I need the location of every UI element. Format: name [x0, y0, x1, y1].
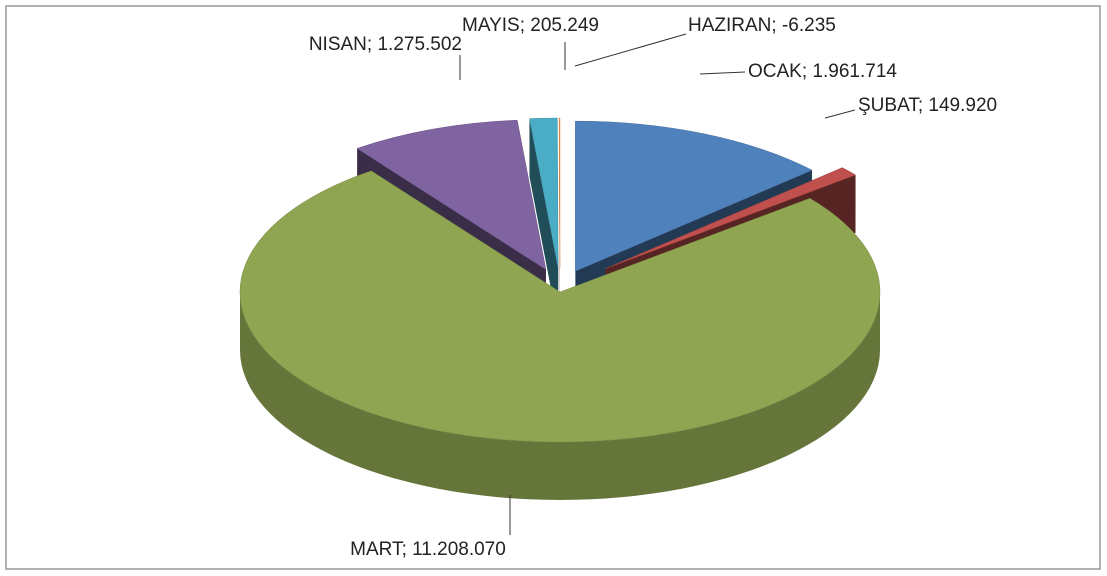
label-separator: ; — [918, 95, 929, 116]
slice — [605, 167, 857, 269]
label-separator: ; — [367, 34, 378, 55]
slice — [239, 170, 881, 443]
label-separator: ; — [520, 15, 531, 36]
slice — [529, 117, 559, 269]
label-category: MART — [350, 539, 404, 560]
label-separator: ; — [402, 539, 413, 560]
leader-line — [574, 33, 687, 67]
data-label: MART; 11.208.070 — [350, 539, 506, 560]
slice — [356, 119, 547, 271]
label-value: -6.235 — [782, 15, 836, 36]
data-label: OCAK; 1.961.714 — [748, 61, 897, 82]
label-category: HAZIRAN — [688, 15, 771, 36]
label-category: OCAK — [748, 61, 802, 82]
leader-line — [699, 71, 746, 75]
label-separator: ; — [771, 15, 782, 36]
data-label: HAZIRAN; -6.235 — [688, 15, 836, 36]
slice-wall — [529, 118, 559, 327]
data-label: ŞUBAT; 149.920 — [858, 95, 997, 116]
data-label: MAYIS; 205.249 — [462, 15, 599, 36]
leader-line — [824, 109, 856, 119]
slice — [575, 120, 813, 272]
slice-side — [240, 292, 880, 500]
label-category: MAYIS — [462, 15, 520, 36]
label-value: 149.920 — [928, 95, 997, 116]
label-category: NISAN — [309, 34, 367, 55]
label-separator: ; — [802, 61, 813, 82]
data-label: NISAN; 1.275.502 — [309, 34, 462, 55]
label-value: 11.208.070 — [412, 539, 506, 560]
slice — [558, 117, 561, 269]
label-category: ŞUBAT — [858, 95, 920, 116]
label-value: 205.249 — [530, 15, 599, 36]
label-value: 1.961.714 — [812, 61, 897, 82]
label-value: 1.275.502 — [377, 34, 462, 55]
